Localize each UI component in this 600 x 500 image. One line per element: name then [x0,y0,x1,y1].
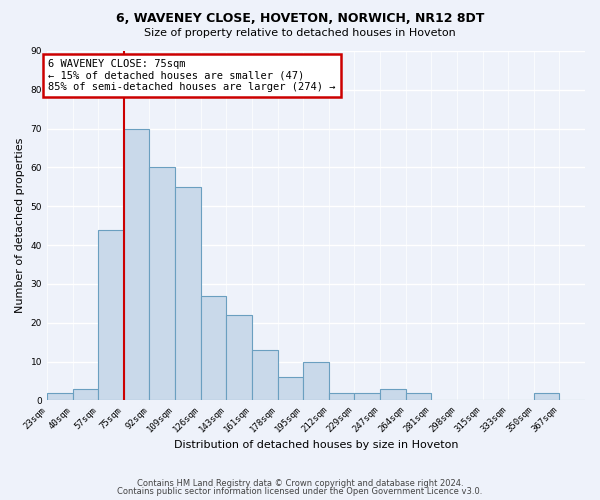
Bar [98,230,124,400]
Text: 6 WAVENEY CLOSE: 75sqm
← 15% of detached houses are smaller (47)
85% of semi-det: 6 WAVENEY CLOSE: 75sqm ← 15% of detached… [48,59,335,92]
Bar [149,168,175,400]
Bar [47,392,73,400]
Bar [175,187,200,400]
Bar [252,350,278,401]
Text: Contains public sector information licensed under the Open Government Licence v3: Contains public sector information licen… [118,487,482,496]
Y-axis label: Number of detached properties: Number of detached properties [15,138,25,314]
Bar [303,362,329,401]
Bar [73,389,98,400]
Bar [226,315,252,400]
X-axis label: Distribution of detached houses by size in Hoveton: Distribution of detached houses by size … [174,440,458,450]
Bar [534,392,559,400]
Bar [329,392,355,400]
Text: Contains HM Land Registry data © Crown copyright and database right 2024.: Contains HM Land Registry data © Crown c… [137,478,463,488]
Text: Size of property relative to detached houses in Hoveton: Size of property relative to detached ho… [144,28,456,38]
Bar [200,296,226,401]
Bar [124,128,149,400]
Bar [406,392,431,400]
Bar [355,392,380,400]
Bar [380,389,406,400]
Bar [278,377,303,400]
Text: 6, WAVENEY CLOSE, HOVETON, NORWICH, NR12 8DT: 6, WAVENEY CLOSE, HOVETON, NORWICH, NR12… [116,12,484,26]
